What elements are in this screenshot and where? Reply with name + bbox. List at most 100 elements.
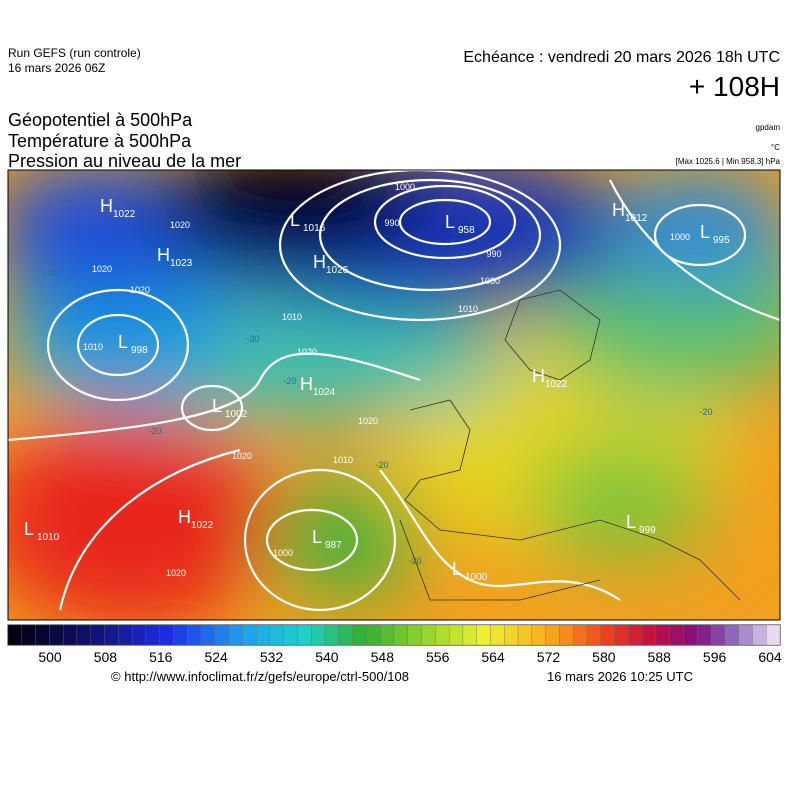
center-value: 1012 [625, 213, 648, 224]
colorbar-swatch [214, 624, 229, 646]
colorbar-swatch [255, 624, 271, 646]
field-title: Géopotentiel à 500hPa [8, 110, 193, 130]
isobar-label: 1000 [670, 232, 690, 242]
center-value: 1022 [191, 520, 214, 531]
run-label: Run GEFS (run controle) [8, 46, 141, 60]
colorbar-swatch [545, 624, 560, 646]
colorbar-swatch [766, 624, 781, 646]
center-value: 987 [325, 540, 342, 551]
isobar-label: 1020 [358, 416, 378, 426]
colorbar-swatch [228, 624, 243, 646]
center-letter: H [178, 507, 191, 527]
center-letter: L [312, 527, 322, 547]
isotherm-label: -20 [375, 460, 388, 470]
colorbar-swatch [352, 624, 367, 646]
isobar-label: 1020 [166, 568, 186, 578]
center-value: 998 [131, 345, 148, 356]
colorbar-tick-label: 548 [371, 649, 395, 665]
source: © http://www.infoclimat.fr/z/gefs/europe… [111, 669, 409, 684]
colorbar-tick-label: 604 [758, 649, 782, 665]
center-letter: H [100, 196, 113, 216]
center-value: 1023 [170, 258, 193, 269]
isobar-label: 1020 [170, 220, 190, 230]
colorbar-swatch [641, 624, 657, 646]
colorbar-swatch [187, 624, 202, 646]
colorbar-swatch [655, 624, 670, 646]
isobar-label: 1010 [83, 342, 103, 352]
isobar-label: 990 [486, 249, 501, 259]
colorbar-swatch [462, 624, 477, 646]
isobar-label: 1020 [297, 347, 317, 357]
isotherm-label: -30 [246, 334, 259, 344]
isobar-label: 1010 [282, 312, 302, 322]
isobar-label: 1020 [232, 451, 252, 461]
center-value: 1022 [113, 209, 136, 220]
colorbar-tick-label: 540 [315, 649, 339, 665]
map-field [8, 170, 780, 620]
colorbar-swatch [724, 624, 739, 646]
colorbar-swatch [421, 624, 436, 646]
colorbar-swatch [62, 624, 78, 646]
colorbar-swatch [269, 624, 284, 646]
colorbar-swatch [159, 624, 174, 646]
center-letter: L [24, 519, 34, 539]
created: 16 mars 2026 10:25 UTC [547, 669, 693, 684]
center-value: 1010 [37, 532, 60, 543]
isobar-label: 1000 [480, 276, 500, 286]
colorbar-swatch [628, 624, 643, 646]
isobar-label: 1020 [92, 264, 112, 274]
colorbar-swatch [145, 624, 160, 646]
isobar-label: 1010 [333, 455, 353, 465]
colorbar-swatch [35, 624, 50, 646]
colorbar-swatch [407, 624, 422, 646]
center-value: 1022 [545, 379, 568, 390]
isobar-label: 1010 [458, 304, 478, 314]
colorbar-swatch [683, 624, 698, 646]
center-value: 1002 [225, 409, 248, 420]
colorbar-swatch [21, 624, 36, 646]
colorbar-swatch [448, 624, 464, 646]
center-letter: L [700, 222, 710, 242]
center-value: 958 [458, 225, 475, 236]
colorbar-swatch [200, 624, 215, 646]
colorbar-swatch [697, 624, 712, 646]
colorbar-tick-label: 572 [537, 649, 561, 665]
lead-time: + 108H [689, 71, 780, 102]
colorbar-swatch [476, 624, 491, 646]
colorbar-swatch [435, 624, 450, 646]
center-letter: L [118, 332, 128, 352]
unit: °C [771, 143, 780, 152]
colorbar-swatch [90, 624, 105, 646]
colorbar-swatch [283, 624, 298, 646]
colorbar-swatch [669, 624, 684, 646]
run-date: 16 mars 2026 06Z [8, 61, 105, 75]
colorbar-tick-label: 516 [149, 649, 173, 665]
valid-time: Echéance : vendredi 20 mars 2026 18h UTC [463, 49, 780, 66]
colorbar-tick-label: 580 [592, 649, 616, 665]
colorbar-swatch [297, 624, 312, 646]
center-value: 1016 [303, 223, 326, 234]
colorbar-tick-label: 524 [204, 649, 228, 665]
center-value: 1024 [313, 387, 336, 398]
colorbar-swatch [517, 624, 533, 646]
isobar-label: 1000 [273, 548, 293, 558]
field-title: Température à 500hPa [8, 131, 192, 151]
center-value: 1026 [326, 265, 349, 276]
colorbar-tick-label: 564 [481, 649, 505, 665]
colorbar-tick-label: 596 [703, 649, 727, 665]
colorbar-swatch [338, 624, 353, 646]
center-letter: H [313, 252, 326, 272]
center-letter: L [212, 396, 222, 416]
colorbar-swatch [531, 624, 546, 646]
isobar-label: 1000 [395, 182, 415, 192]
colorbar-swatch [7, 624, 22, 646]
colorbar-tick-label: 532 [260, 649, 284, 665]
colorbar-swatch [104, 624, 119, 646]
colorbar-swatch [324, 624, 340, 646]
colorbar-swatch [49, 624, 64, 646]
unit: [Max 1025.6 | Min 958.3] hPa [676, 157, 781, 166]
center-letter: L [626, 512, 636, 532]
colorbar-swatch [586, 624, 601, 646]
colorbar-swatch [752, 624, 767, 646]
